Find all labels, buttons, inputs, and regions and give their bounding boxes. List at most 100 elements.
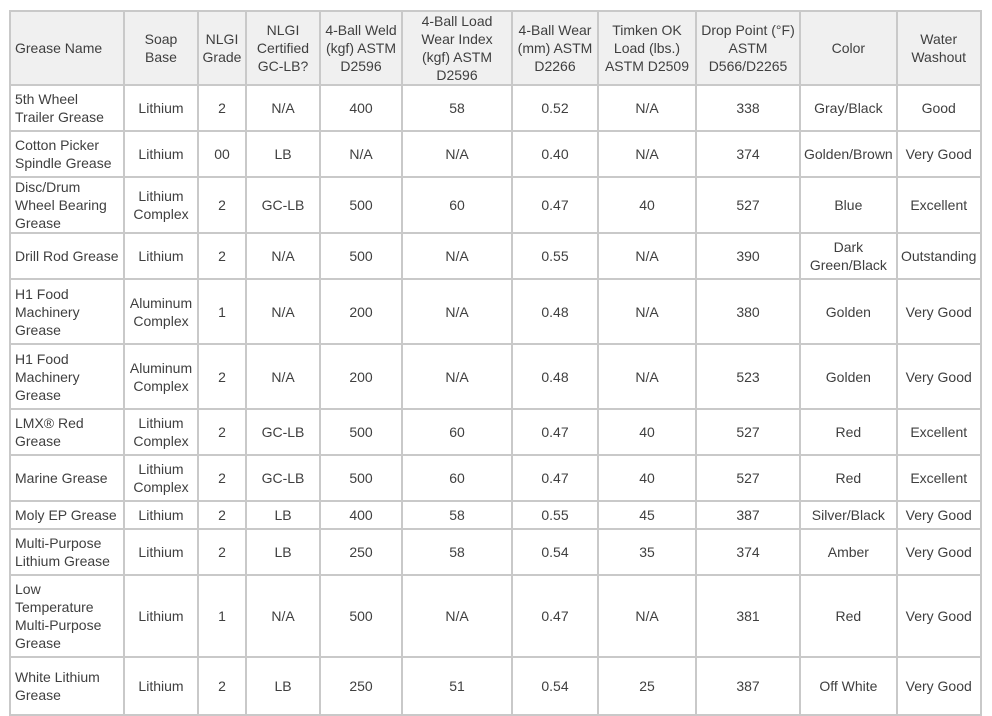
soap-base-cell: Lithium (123, 500, 199, 530)
grease-name-cell: 5th Wheel Trailer Grease (9, 84, 125, 132)
color-cell: Gray/Black (799, 84, 898, 132)
drop-point-cell: 380 (695, 278, 801, 345)
drop-point-cell: 527 (695, 454, 801, 502)
grease-name-cell: Low Temperature Multi-Purpose Grease (9, 574, 125, 658)
load-wear-index-cell: 60 (401, 408, 513, 456)
column-header-soap-base: Soap Base (123, 10, 199, 86)
column-header-grease-name: Grease Name (9, 10, 125, 86)
wear-cell: 0.47 (511, 408, 599, 456)
soap-base-cell: Aluminum Complex (123, 278, 199, 345)
column-header-drop-point: Drop Point (°F) ASTM D566/D2265 (695, 10, 801, 86)
timken-load-cell: N/A (597, 574, 697, 658)
nlgi-certified-cell: GC-LB (245, 176, 321, 234)
grease-comparison-table: Grease Name Soap Base NLGI Grade NLGI Ce… (9, 10, 982, 716)
table-row: Disc/Drum Wheel Bearing Grease Lithium Co… (9, 176, 982, 234)
color-cell: Golden (799, 343, 898, 410)
nlgi-certified-cell: LB (245, 656, 321, 716)
nlgi-grade-cell: 1 (197, 278, 247, 345)
grease-name-cell: White Lithium Grease (9, 656, 125, 716)
weld-cell: 400 (319, 500, 403, 530)
weld-cell: 400 (319, 84, 403, 132)
weld-cell: 500 (319, 232, 403, 280)
timken-load-cell: 25 (597, 656, 697, 716)
nlgi-certified-cell: LB (245, 130, 321, 178)
grease-name-cell: LMX® Red Grease (9, 408, 125, 456)
table-row: H1 Food Machinery Grease Aluminum Complex… (9, 278, 982, 345)
timken-load-cell: N/A (597, 278, 697, 345)
table-row: Cotton Picker Spindle Grease Lithium 00 LB N… (9, 130, 982, 178)
weld-cell: N/A (319, 130, 403, 178)
drop-point-cell: 381 (695, 574, 801, 658)
wear-cell: 0.55 (511, 500, 599, 530)
color-cell: Red (799, 454, 898, 502)
water-washout-cell: Outstanding (895, 232, 982, 280)
wear-cell: 0.48 (511, 343, 599, 410)
drop-point-cell: 387 (695, 656, 801, 716)
column-header-water-washout: Water Washout (895, 10, 982, 86)
grease-name-cell: Multi-Purpose Lithium Grease (9, 528, 125, 576)
table-row: Multi-Purpose Lithium Grease Lithium 2 LB 25… (9, 528, 982, 576)
color-cell: Amber (799, 528, 898, 576)
load-wear-index-cell: 58 (401, 500, 513, 530)
nlgi-certified-cell: N/A (245, 343, 321, 410)
grease-name-cell: Cotton Picker Spindle Grease (9, 130, 125, 178)
timken-load-cell: 35 (597, 528, 697, 576)
weld-cell: 250 (319, 656, 403, 716)
soap-base-cell: Lithium Complex (123, 454, 199, 502)
water-washout-cell: Excellent (895, 454, 982, 502)
table-row: LMX® Red Grease Lithium Complex 2 GC-LB 500 6… (9, 408, 982, 456)
table-row: Moly EP Grease Lithium 2 LB 400 58 0.55 45 387 Si… (9, 500, 982, 530)
weld-cell: 500 (319, 408, 403, 456)
color-cell: Red (799, 408, 898, 456)
grease-name-cell: Moly EP Grease (9, 500, 125, 530)
soap-base-cell: Aluminum Complex (123, 343, 199, 410)
timken-load-cell: N/A (597, 130, 697, 178)
wear-cell: 0.47 (511, 574, 599, 658)
water-washout-cell: Very Good (895, 343, 982, 410)
table-container: Grease Name Soap Base NLGI Grade NLGI Ce… (9, 10, 982, 716)
wear-cell: 0.47 (511, 454, 599, 502)
table-body: 5th Wheel Trailer Grease Lithium 2 N/A 400 58… (9, 84, 982, 716)
grease-name-cell: H1 Food Machinery Grease (9, 278, 125, 345)
table-row: Low Temperature Multi-Purpose Grease Lith… (9, 574, 982, 658)
nlgi-grade-cell: 2 (197, 343, 247, 410)
timken-load-cell: 45 (597, 500, 697, 530)
column-header-4-ball-load-wear-index: 4-Ball Load Wear Index (kgf) ASTM D2596 (401, 10, 513, 86)
soap-base-cell: Lithium (123, 130, 199, 178)
drop-point-cell: 523 (695, 343, 801, 410)
nlgi-grade-cell: 2 (197, 454, 247, 502)
nlgi-certified-cell: N/A (245, 84, 321, 132)
nlgi-certified-cell: GC-LB (245, 454, 321, 502)
weld-cell: 500 (319, 176, 403, 234)
nlgi-grade-cell: 2 (197, 232, 247, 280)
color-cell: Golden/Brown (799, 130, 898, 178)
color-cell: Blue (799, 176, 898, 234)
load-wear-index-cell: 60 (401, 454, 513, 502)
drop-point-cell: 338 (695, 84, 801, 132)
wear-cell: 0.48 (511, 278, 599, 345)
water-washout-cell: Very Good (895, 656, 982, 716)
weld-cell: 250 (319, 528, 403, 576)
drop-point-cell: 387 (695, 500, 801, 530)
nlgi-certified-cell: N/A (245, 278, 321, 345)
soap-base-cell: Lithium (123, 528, 199, 576)
nlgi-certified-cell: LB (245, 500, 321, 530)
weld-cell: 200 (319, 343, 403, 410)
nlgi-grade-cell: 2 (197, 84, 247, 132)
load-wear-index-cell: 51 (401, 656, 513, 716)
soap-base-cell: Lithium (123, 84, 199, 132)
water-washout-cell: Excellent (895, 176, 982, 234)
water-washout-cell: Excellent (895, 408, 982, 456)
timken-load-cell: 40 (597, 408, 697, 456)
load-wear-index-cell: 60 (401, 176, 513, 234)
timken-load-cell: N/A (597, 232, 697, 280)
drop-point-cell: 527 (695, 176, 801, 234)
drop-point-cell: 374 (695, 130, 801, 178)
water-washout-cell: Very Good (895, 130, 982, 178)
water-washout-cell: Good (895, 84, 982, 132)
weld-cell: 500 (319, 454, 403, 502)
soap-base-cell: Lithium (123, 232, 199, 280)
color-cell: Dark Green/Black (799, 232, 898, 280)
timken-load-cell: 40 (597, 454, 697, 502)
soap-base-cell: Lithium (123, 656, 199, 716)
